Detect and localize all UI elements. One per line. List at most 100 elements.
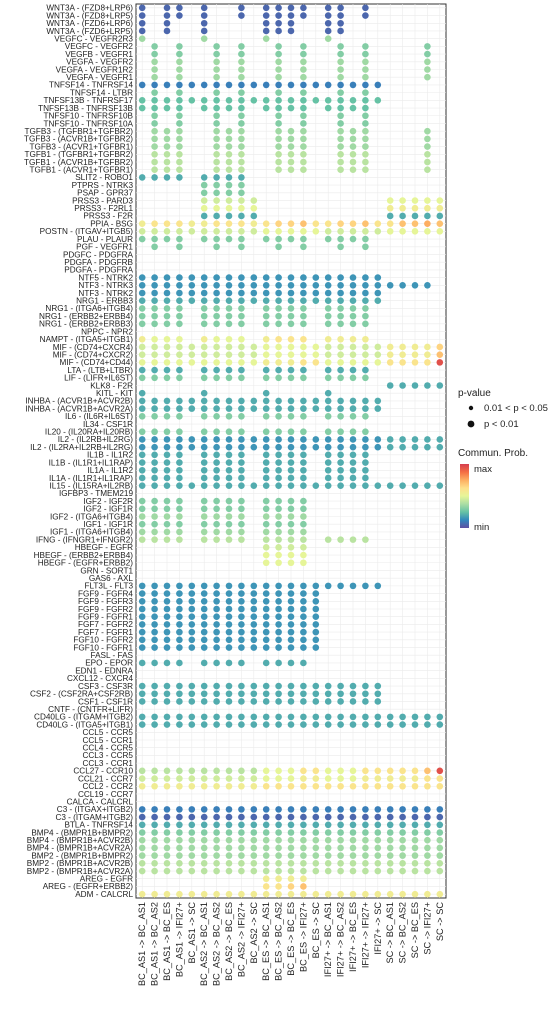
data-dot: [424, 443, 431, 451]
data-dot: [324, 721, 332, 728]
data-dot: [200, 690, 208, 698]
data-dot: [374, 806, 382, 813]
data-dot: [275, 320, 282, 328]
data-dot: [163, 19, 171, 27]
data-dot: [386, 382, 394, 389]
data-dot: [163, 466, 171, 474]
data-dot: [188, 228, 196, 235]
data-dot: [250, 282, 258, 289]
x-tick-label: BC_AS2 -> SC: [249, 902, 259, 964]
data-dot: [200, 27, 208, 35]
data-dot: [213, 89, 220, 96]
data-dot: [262, 104, 270, 112]
data-dot: [151, 120, 158, 127]
data-dot: [374, 351, 382, 358]
data-dot: [262, 536, 270, 543]
data-dot: [188, 829, 196, 836]
data-dot: [238, 297, 245, 305]
data-dot: [188, 297, 196, 305]
data-dot: [213, 528, 220, 536]
data-dot: [213, 829, 220, 836]
data-dot: [362, 582, 369, 590]
data-dot: [300, 497, 307, 505]
y-tick-label: MIF - (CD74+CD44): [60, 358, 134, 367]
data-dot: [349, 775, 357, 782]
data-dot: [151, 289, 158, 297]
data-dot: [262, 436, 270, 443]
data-dot: [138, 451, 146, 459]
data-dot: [386, 775, 394, 782]
x-tick-label: SC -> BC_AS1: [385, 902, 395, 964]
data-dot: [238, 428, 245, 436]
data-dot: [213, 305, 220, 312]
data-dot: [138, 343, 146, 351]
data-dot: [275, 228, 282, 235]
color-legend-title: Commun. Prob.: [458, 448, 528, 459]
data-dot: [399, 813, 406, 821]
data-dot: [324, 482, 332, 489]
data-dot: [324, 343, 332, 351]
data-dot: [300, 597, 307, 605]
data-dot: [151, 366, 158, 374]
data-dot: [287, 890, 295, 898]
y-tick-label: BMP2 - (BMPR1B+ACVR2B): [27, 859, 134, 868]
data-dot: [287, 366, 295, 374]
data-dot: [213, 806, 220, 813]
data-dot: [300, 482, 307, 489]
data-dot: [238, 459, 245, 466]
data-dot: [362, 50, 369, 58]
data-dot: [262, 220, 270, 227]
data-dot: [225, 274, 233, 281]
data-dot: [349, 359, 357, 366]
data-dot: [151, 682, 158, 690]
y-tick-label: FGF9 - FGFR4: [78, 589, 133, 598]
data-dot: [213, 436, 220, 443]
data-dot: [275, 104, 282, 112]
data-dot: [262, 474, 270, 482]
data-dot: [151, 466, 158, 474]
data-dot: [275, 66, 282, 73]
data-dot: [238, 682, 245, 690]
data-dot: [163, 81, 171, 89]
data-dot: [163, 713, 171, 721]
data-dot: [225, 97, 233, 104]
data-dot: [337, 320, 344, 328]
data-dot: [324, 312, 332, 320]
data-dot: [287, 158, 295, 166]
data-dot: [300, 112, 307, 120]
data-dot: [225, 428, 233, 436]
data-dot: [200, 852, 208, 859]
data-dot: [374, 81, 382, 89]
data-dot: [300, 413, 307, 420]
data-dot: [399, 204, 406, 212]
data-dot: [200, 366, 208, 374]
data-dot: [225, 436, 233, 443]
data-dot: [411, 713, 419, 721]
data-dot: [287, 559, 295, 567]
data-dot: [262, 274, 270, 281]
data-dot: [362, 721, 369, 728]
data-dot: [213, 366, 220, 374]
data-dot: [436, 806, 444, 813]
data-dot: [225, 312, 233, 320]
data-dot: [287, 166, 295, 173]
data-dot: [262, 289, 270, 297]
data-dot: [287, 443, 295, 451]
data-dot: [386, 782, 394, 790]
data-dot: [262, 35, 270, 42]
data-dot: [200, 867, 208, 875]
data-dot: [200, 482, 208, 489]
data-dot: [300, 875, 307, 883]
data-dot: [163, 505, 171, 513]
y-tick-label: POSTN - (ITGAV+ITGB5): [40, 227, 134, 236]
data-dot: [188, 482, 196, 489]
data-dot: [424, 359, 431, 366]
data-dot: [424, 127, 431, 135]
data-dot: [262, 690, 270, 698]
data-dot: [411, 343, 419, 351]
data-dot: [213, 127, 220, 135]
data-dot: [238, 636, 245, 644]
data-dot: [424, 836, 431, 844]
data-dot: [362, 305, 369, 312]
data-dot: [188, 289, 196, 297]
